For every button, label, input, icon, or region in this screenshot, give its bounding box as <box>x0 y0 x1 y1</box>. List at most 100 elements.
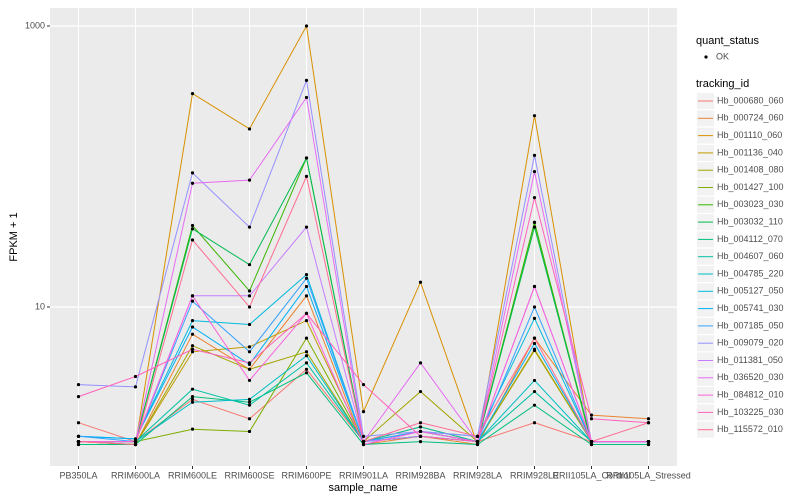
legend-label: Hb_001408_080 <box>717 165 784 175</box>
x-tick-label: RRIM600SE <box>224 470 274 480</box>
point <box>304 78 309 82</box>
point <box>190 294 195 298</box>
point <box>247 345 252 349</box>
point <box>76 434 81 438</box>
point <box>76 383 81 387</box>
point <box>589 413 594 417</box>
point <box>418 361 423 365</box>
legend-key <box>704 55 708 59</box>
x-tick-label: RRIM600LA <box>111 470 160 480</box>
point <box>247 403 252 407</box>
legend-title: tracking_id <box>696 78 749 90</box>
legend-label: Hb_000724_060 <box>717 113 784 123</box>
x-tick-label: PB350LA <box>59 470 97 480</box>
point <box>76 421 81 425</box>
legend-label: Hb_036520_030 <box>717 372 784 382</box>
point <box>646 421 651 425</box>
point <box>190 238 195 242</box>
point <box>304 95 309 100</box>
point <box>190 325 195 329</box>
point <box>418 434 423 438</box>
point <box>247 378 252 383</box>
point <box>247 289 252 293</box>
point <box>247 361 252 365</box>
point <box>190 227 195 231</box>
point <box>418 421 423 425</box>
point <box>190 344 195 348</box>
point <box>247 178 252 182</box>
legend-label: Hb_004607_060 <box>717 251 784 261</box>
point <box>589 417 594 421</box>
legend-title: quant_status <box>696 35 759 47</box>
point <box>247 294 252 298</box>
point <box>133 437 138 441</box>
point <box>304 350 309 354</box>
point <box>247 417 252 421</box>
point <box>532 403 537 407</box>
point <box>76 395 81 399</box>
point <box>304 156 309 160</box>
point <box>475 442 480 447</box>
y-tick-label: 10 <box>35 301 45 311</box>
point <box>475 440 480 444</box>
point <box>304 174 309 178</box>
point <box>247 322 252 327</box>
point <box>247 400 252 404</box>
point <box>532 114 537 118</box>
legend-label: Hb_007185_050 <box>717 320 784 330</box>
point <box>532 421 537 425</box>
point <box>532 225 537 229</box>
point <box>190 332 195 336</box>
point <box>418 280 423 284</box>
point <box>190 347 195 351</box>
point <box>361 410 366 414</box>
point <box>247 350 252 354</box>
legend-label: Hb_005127_050 <box>717 286 784 296</box>
x-tick-label: RRIM928LE <box>510 470 559 480</box>
point <box>247 367 252 371</box>
point <box>418 425 423 429</box>
point <box>133 442 138 447</box>
x-axis-title: sample_name <box>328 482 397 494</box>
point <box>532 348 537 353</box>
x-tick-label: RRIM600LE <box>168 470 217 480</box>
point <box>418 440 423 444</box>
point <box>304 24 309 28</box>
point <box>76 442 81 447</box>
point <box>190 387 195 391</box>
point <box>475 434 480 438</box>
point <box>532 169 537 174</box>
point <box>361 440 366 444</box>
point <box>133 374 138 379</box>
point <box>646 440 651 444</box>
legend-label: Hb_004785_220 <box>717 268 784 278</box>
point <box>361 442 366 447</box>
point <box>304 354 309 358</box>
y-tick-label: 1000 <box>25 20 45 30</box>
point <box>247 397 252 401</box>
point <box>190 318 195 323</box>
point <box>304 225 309 229</box>
point <box>304 336 309 340</box>
x-tick-label: RRII105LA_Control <box>552 470 630 480</box>
point <box>304 318 309 323</box>
point <box>304 294 309 298</box>
point <box>190 350 195 354</box>
point <box>304 311 309 316</box>
x-tick-label: RRII105LA_Stressed <box>606 470 691 480</box>
y-axis-title: FPKM + 1 <box>8 212 20 261</box>
legend-label: Hb_003023_030 <box>717 199 784 209</box>
point <box>190 397 195 401</box>
point <box>589 440 594 444</box>
point <box>646 417 651 421</box>
point <box>589 442 594 447</box>
point <box>190 181 195 185</box>
point <box>190 395 195 399</box>
x-tick-label: RRIM600PE <box>281 470 331 480</box>
point <box>190 171 195 175</box>
point <box>304 284 309 289</box>
point <box>133 385 138 389</box>
legend-label: Hb_115572_010 <box>717 424 783 434</box>
legend-label: Hb_103225_030 <box>717 407 784 417</box>
legend-label: Hb_001136_040 <box>717 147 783 157</box>
